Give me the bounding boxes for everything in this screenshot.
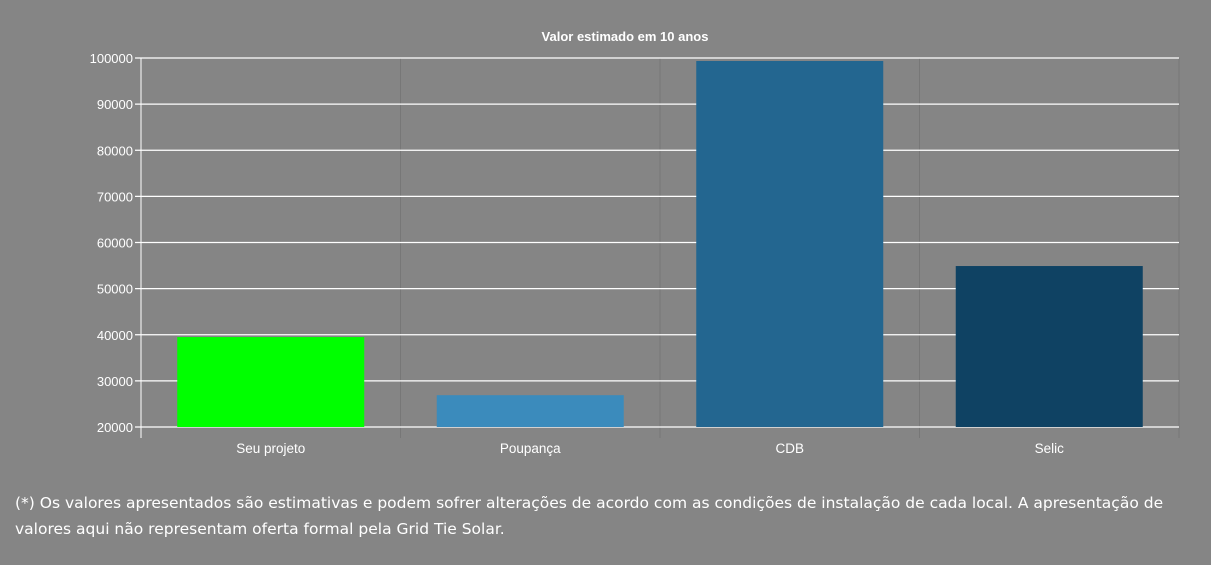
x-tick-label: CDB [775, 441, 804, 456]
y-tick-label: 80000 [97, 143, 133, 158]
chart-title: Valor estimado em 10 anos [542, 29, 709, 44]
y-tick-label: 50000 [97, 282, 133, 297]
x-tick-label: Seu projeto [236, 441, 305, 456]
y-tick-label: 20000 [97, 420, 133, 435]
bar-cdb [696, 60, 884, 428]
y-tick-label: 100000 [90, 51, 133, 66]
bar-selic [955, 266, 1143, 427]
y-tick-label: 90000 [97, 97, 133, 112]
bar-poupança [436, 395, 624, 427]
footnote: (*) Os valores apresentados são estimati… [15, 494, 1164, 538]
y-tick-label: 70000 [97, 189, 133, 204]
bar-seu-projeto [177, 337, 365, 427]
x-tick-label: Selic [1035, 441, 1065, 456]
x-tick-label: Poupança [500, 441, 561, 456]
y-tick-label: 40000 [97, 328, 133, 343]
y-tick-label: 60000 [97, 236, 133, 251]
y-tick-label: 30000 [97, 374, 133, 389]
bar-chart: Valor estimado em 10 anos 20000 30000 4000… [90, 29, 1180, 456]
